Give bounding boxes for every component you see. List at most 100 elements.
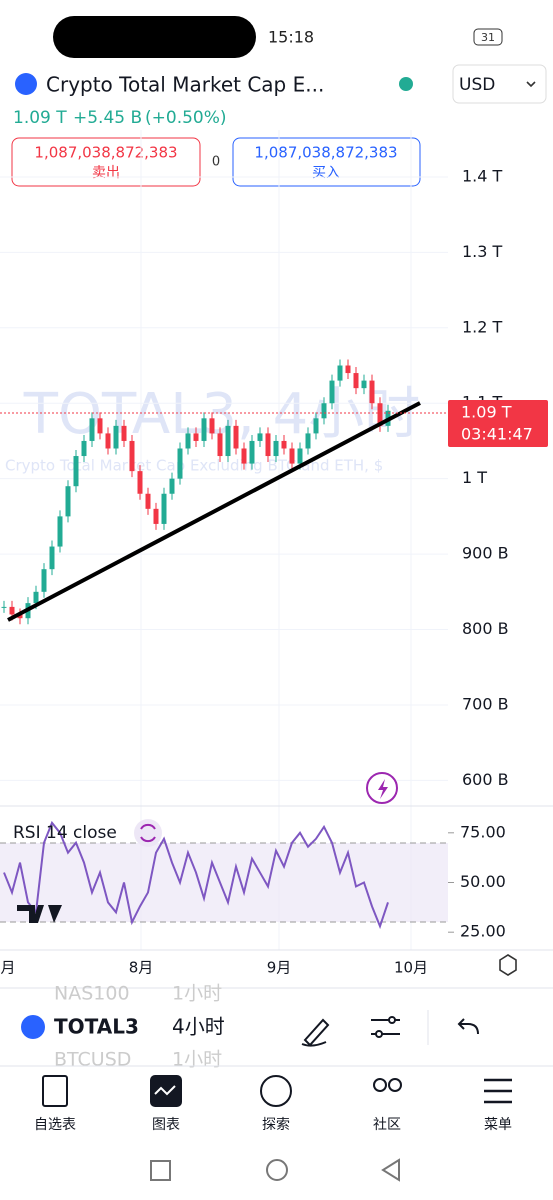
- candle-body: [233, 425, 239, 449]
- candle-body: [121, 425, 127, 441]
- candle-body: [377, 403, 383, 426]
- candle-body: [353, 373, 359, 389]
- symbol-title[interactable]: Crypto Total Market Cap E...: [46, 73, 324, 97]
- toolbar-symbol[interactable]: TOTAL3: [54, 1015, 139, 1039]
- candle-body: [281, 440, 287, 449]
- y-tick-label: 1.4 T: [462, 166, 503, 185]
- candle-body: [257, 433, 263, 441]
- change: +5.45 B: [73, 108, 142, 128]
- candle-body: [97, 418, 103, 434]
- candle-body: [177, 448, 183, 479]
- candle-body: [73, 456, 79, 487]
- candle-body: [289, 448, 295, 464]
- change-pct: (+0.50%): [145, 108, 227, 128]
- buy-label: 买入: [312, 165, 340, 181]
- candle-body: [41, 569, 47, 592]
- rsi-tick-label: 75.00: [460, 822, 506, 841]
- candle-body: [249, 440, 255, 464]
- currency-select[interactable]: [452, 64, 547, 104]
- draw-tool[interactable]: [301, 1018, 330, 1047]
- buy-price: 1,087,038,872,383: [254, 144, 397, 162]
- prev-symbol: NAS100: [54, 983, 130, 1005]
- candle-body: [169, 478, 175, 494]
- rsi-band: [0, 843, 448, 922]
- next-symbol: BTCUSD: [54, 1049, 131, 1071]
- indicators-tool[interactable]: [371, 1016, 400, 1038]
- candle-body: [225, 425, 231, 457]
- symbol-icon[interactable]: [15, 73, 37, 95]
- last-price-tag: [448, 400, 548, 447]
- candle-body: [129, 440, 135, 472]
- candle-body: [33, 591, 39, 604]
- candle-body: [1, 606, 7, 608]
- y-tick-label: 600 B: [462, 770, 509, 789]
- nav-label[interactable]: 探索: [262, 1116, 290, 1133]
- battery-level: 31: [481, 31, 495, 44]
- tv-logo: [17, 905, 62, 923]
- candle-body: [65, 486, 71, 517]
- candle-body: [201, 418, 207, 441]
- y-tick-label: 1.3 T: [462, 242, 503, 261]
- x-label: 月: [0, 959, 15, 977]
- spread: 0: [212, 155, 220, 170]
- candle-body: [337, 365, 343, 381]
- sell-label: 卖出: [92, 165, 120, 181]
- nav-icon: [484, 1078, 512, 1104]
- system-back[interactable]: [381, 1158, 400, 1182]
- candle-body: [305, 433, 311, 449]
- nav-label[interactable]: 图表: [152, 1117, 180, 1133]
- candle-body: [9, 606, 15, 615]
- candle-body: [57, 516, 63, 547]
- y-tick-label: 1 T: [462, 468, 487, 487]
- candle-body: [81, 440, 87, 457]
- watermark-description: Crypto Total Market Cap Excluding BTC an…: [5, 457, 383, 475]
- market-status: [399, 77, 413, 91]
- candle-body: [361, 380, 367, 389]
- nav-label[interactable]: 自选表: [34, 1117, 76, 1133]
- nav-icon: [42, 1075, 68, 1107]
- candle-body: [329, 380, 335, 404]
- trend-line: [7, 401, 421, 622]
- y-tick-label: 1.2 T: [462, 317, 503, 336]
- candle-body: [297, 448, 303, 464]
- candle-body: [313, 418, 319, 434]
- prev-interval: 1小时: [172, 983, 222, 1005]
- candle-body: [137, 471, 143, 494]
- settings-icon[interactable]: [499, 954, 517, 976]
- system-home[interactable]: [266, 1159, 288, 1181]
- nav-label[interactable]: 菜单: [484, 1117, 512, 1133]
- rsi-line: [3, 820, 389, 930]
- nav-icon: [260, 1075, 292, 1107]
- candle-body: [105, 433, 111, 449]
- candle-body: [161, 493, 167, 524]
- candle-body: [321, 403, 327, 419]
- candle-body: [49, 546, 55, 570]
- buy-button[interactable]: [232, 137, 421, 187]
- nav-icon: [388, 1078, 402, 1092]
- candle-body: [241, 448, 247, 464]
- nav-icon: [373, 1078, 387, 1092]
- nav-label[interactable]: 社区: [373, 1117, 401, 1133]
- camera-pill: [53, 16, 256, 58]
- sell-button[interactable]: [11, 137, 201, 187]
- x-label: 8月: [129, 959, 154, 977]
- system-recents[interactable]: [150, 1160, 171, 1181]
- undo[interactable]: [457, 1018, 479, 1035]
- rsi-settings[interactable]: [134, 819, 162, 847]
- candle-body: [153, 508, 159, 524]
- candle-body: [345, 365, 351, 374]
- refresh-icon: [140, 823, 156, 843]
- vertical-grid: [140, 130, 412, 950]
- candle-body: [273, 440, 279, 457]
- candle-body: [217, 433, 223, 457]
- candle-body: [113, 425, 119, 449]
- dropdown-arrow: [526, 81, 536, 88]
- sell-price: 1,087,038,872,383: [34, 144, 177, 162]
- toolbar-interval[interactable]: 4小时: [172, 1015, 225, 1039]
- rsi-tick-label: 25.00: [460, 922, 506, 941]
- x-label: 9月: [267, 959, 292, 977]
- clock: 15:18: [268, 28, 314, 47]
- price: 1.09 T: [13, 108, 67, 128]
